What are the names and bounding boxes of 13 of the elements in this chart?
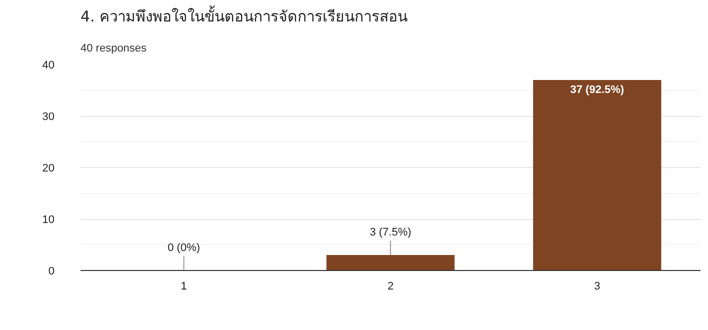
data-label: 3 (7.5%)	[370, 226, 412, 239]
y-tick-label: 0	[48, 266, 55, 278]
chart-subtitle: 40 responses	[80, 42, 148, 54]
x-tick-label: 1	[180, 280, 187, 292]
y-tick-label: 20	[42, 162, 55, 174]
y-tick-label: 40	[42, 60, 55, 72]
y-tick-label: 10	[42, 214, 55, 226]
y-tick-label: 30	[42, 111, 55, 123]
x-tick-label: 3	[594, 280, 600, 292]
chart-title: 4. ความพึงพอใจในขั้นตอนการจัดการเรียนการสอน	[80, 6, 408, 26]
data-label: 37 (92.5%)	[570, 84, 624, 96]
x-tick-label: 2	[387, 280, 394, 292]
data-label: 0 (0%)	[168, 242, 200, 254]
